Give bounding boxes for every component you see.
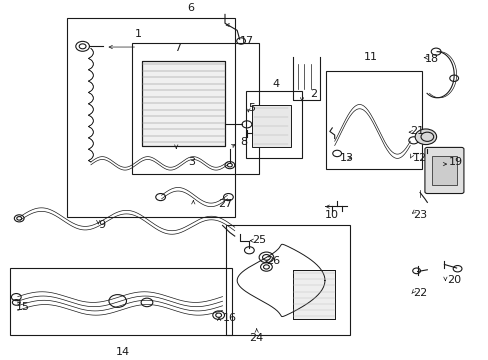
Bar <box>245 91 302 158</box>
Text: 13: 13 <box>339 153 353 163</box>
Text: 24: 24 <box>249 333 263 343</box>
Text: 17: 17 <box>239 36 253 46</box>
Text: 8: 8 <box>240 137 247 147</box>
Text: 7: 7 <box>173 43 181 53</box>
Text: 1: 1 <box>135 29 142 39</box>
Bar <box>225 225 349 336</box>
Text: 18: 18 <box>424 54 438 64</box>
FancyBboxPatch shape <box>424 147 463 194</box>
Text: 26: 26 <box>266 256 280 266</box>
Bar <box>293 270 334 319</box>
Text: 10: 10 <box>325 210 338 220</box>
Bar <box>326 71 421 169</box>
Text: 9: 9 <box>98 220 105 230</box>
Bar <box>132 43 259 174</box>
Text: 14: 14 <box>115 347 129 357</box>
Text: 27: 27 <box>217 199 231 209</box>
Text: 5: 5 <box>247 103 254 113</box>
Text: 23: 23 <box>412 210 426 220</box>
Text: 12: 12 <box>412 153 426 163</box>
Text: 19: 19 <box>448 157 463 167</box>
Text: 2: 2 <box>310 89 317 99</box>
Circle shape <box>414 129 436 145</box>
Bar <box>66 18 234 217</box>
Text: 6: 6 <box>187 3 194 13</box>
Text: 11: 11 <box>364 52 378 62</box>
Bar <box>142 60 224 146</box>
Text: 21: 21 <box>409 126 424 136</box>
Bar <box>142 60 224 146</box>
Text: 15: 15 <box>16 302 30 312</box>
Text: 20: 20 <box>446 275 460 285</box>
Text: 16: 16 <box>222 313 236 323</box>
Bar <box>10 268 232 336</box>
Text: 3: 3 <box>188 157 195 167</box>
Text: 4: 4 <box>272 78 279 89</box>
Bar <box>251 105 290 147</box>
Text: 25: 25 <box>251 235 265 245</box>
Text: 22: 22 <box>412 288 426 298</box>
Bar <box>293 270 334 319</box>
Bar <box>431 156 456 185</box>
